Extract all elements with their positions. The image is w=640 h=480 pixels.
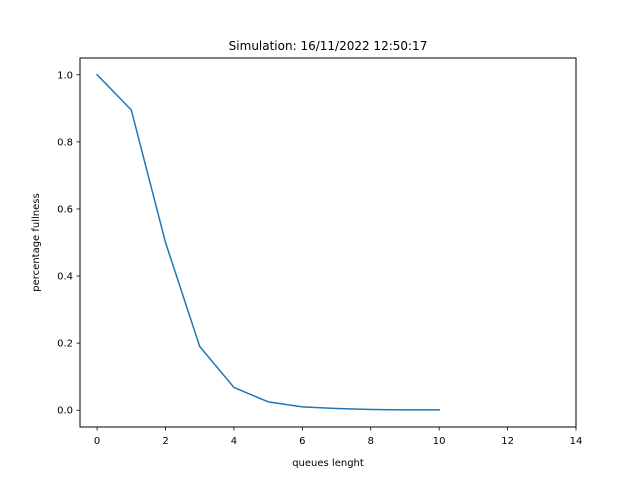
y-tick-label: 0.0 (57, 406, 73, 417)
x-axis-ticks: 0 2 4 6 8 10 12 14 (94, 427, 582, 447)
x-tick-label: 10 (433, 436, 446, 447)
y-tick-label: 0.8 (57, 137, 73, 148)
plot-area (96, 73, 440, 411)
y-axis-label: percentage fullness (31, 193, 42, 291)
chart-title: Simulation: 16/11/2022 12:50:17 (229, 39, 428, 53)
y-tick-label: 0.2 (57, 339, 73, 350)
y-tick-label: 0.6 (57, 204, 73, 215)
x-tick-label: 14 (570, 436, 583, 447)
x-tick-label: 12 (501, 436, 514, 447)
x-tick-label: 6 (299, 436, 305, 447)
x-tick-label: 0 (94, 436, 100, 447)
y-tick-label: 0.4 (57, 272, 73, 283)
x-tick-label: 8 (368, 436, 374, 447)
x-tick-label: 4 (231, 436, 237, 447)
y-tick-label: 1.0 (57, 70, 73, 81)
axes-frame (79, 57, 577, 428)
y-axis-ticks: 0.0 0.2 0.4 0.6 0.8 1.0 (57, 70, 80, 417)
x-axis-label: queues lenght (292, 458, 364, 469)
x-tick-label: 2 (162, 436, 168, 447)
